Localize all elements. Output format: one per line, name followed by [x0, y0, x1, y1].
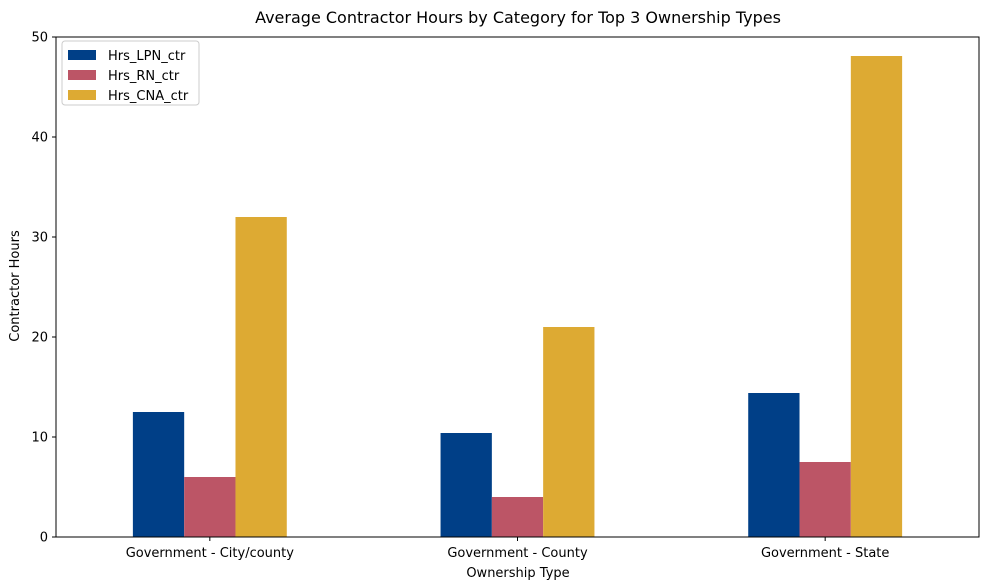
- legend-swatch-Hrs_RN_ctr: [68, 70, 96, 80]
- y-tick-label: 20: [31, 331, 48, 346]
- bar-Hrs_LPN_ctr-2: [748, 393, 800, 537]
- legend-box: [61, 40, 200, 106]
- legend-swatch-Hrs_LPN_ctr: [68, 50, 96, 60]
- legend-label: Hrs_RN_ctr: [108, 69, 180, 84]
- legend: Hrs_LPN_ctr Hrs_RN_ctr Hrs_CNA_ctr: [61, 40, 200, 106]
- bar-Hrs_RN_ctr-2: [799, 462, 851, 537]
- bar-Hrs_CNA_ctr-1: [543, 327, 595, 537]
- plot-area: 0 10 20 30 40 50 Government - City/county Gover…: [31, 31, 980, 561]
- y-axis-label: Contractor Hours: [8, 230, 23, 342]
- bar-Hrs_RN_ctr-0: [184, 477, 236, 537]
- bar-Hrs_CNA_ctr-2: [850, 56, 903, 537]
- chart-title: Average Contractor Hours by Category for…: [255, 8, 781, 27]
- x-tick-label: Government - City/county: [126, 546, 295, 561]
- x-tick-label: Government - State: [761, 546, 889, 561]
- y-tick-label: 50: [31, 31, 48, 46]
- bar-Hrs_LPN_ctr-1: [440, 433, 492, 537]
- bar-Hrs_RN_ctr-1: [491, 497, 544, 537]
- y-tick-label: 40: [31, 131, 48, 146]
- x-axis-label: Ownership Type: [466, 566, 569, 581]
- y-tick-label: 30: [31, 231, 48, 246]
- legend-label: Hrs_LPN_ctr: [108, 49, 186, 64]
- y-tick-label: 0: [40, 531, 48, 546]
- x-tick-label: Government - County: [447, 546, 588, 561]
- legend-swatch-Hrs_CNA_ctr: [68, 90, 96, 100]
- y-tick-label: 10: [31, 431, 48, 446]
- legend-label: Hrs_CNA_ctr: [108, 89, 189, 104]
- bar-Hrs_CNA_ctr-0: [235, 217, 287, 537]
- bar-Hrs_LPN_ctr-0: [132, 412, 185, 537]
